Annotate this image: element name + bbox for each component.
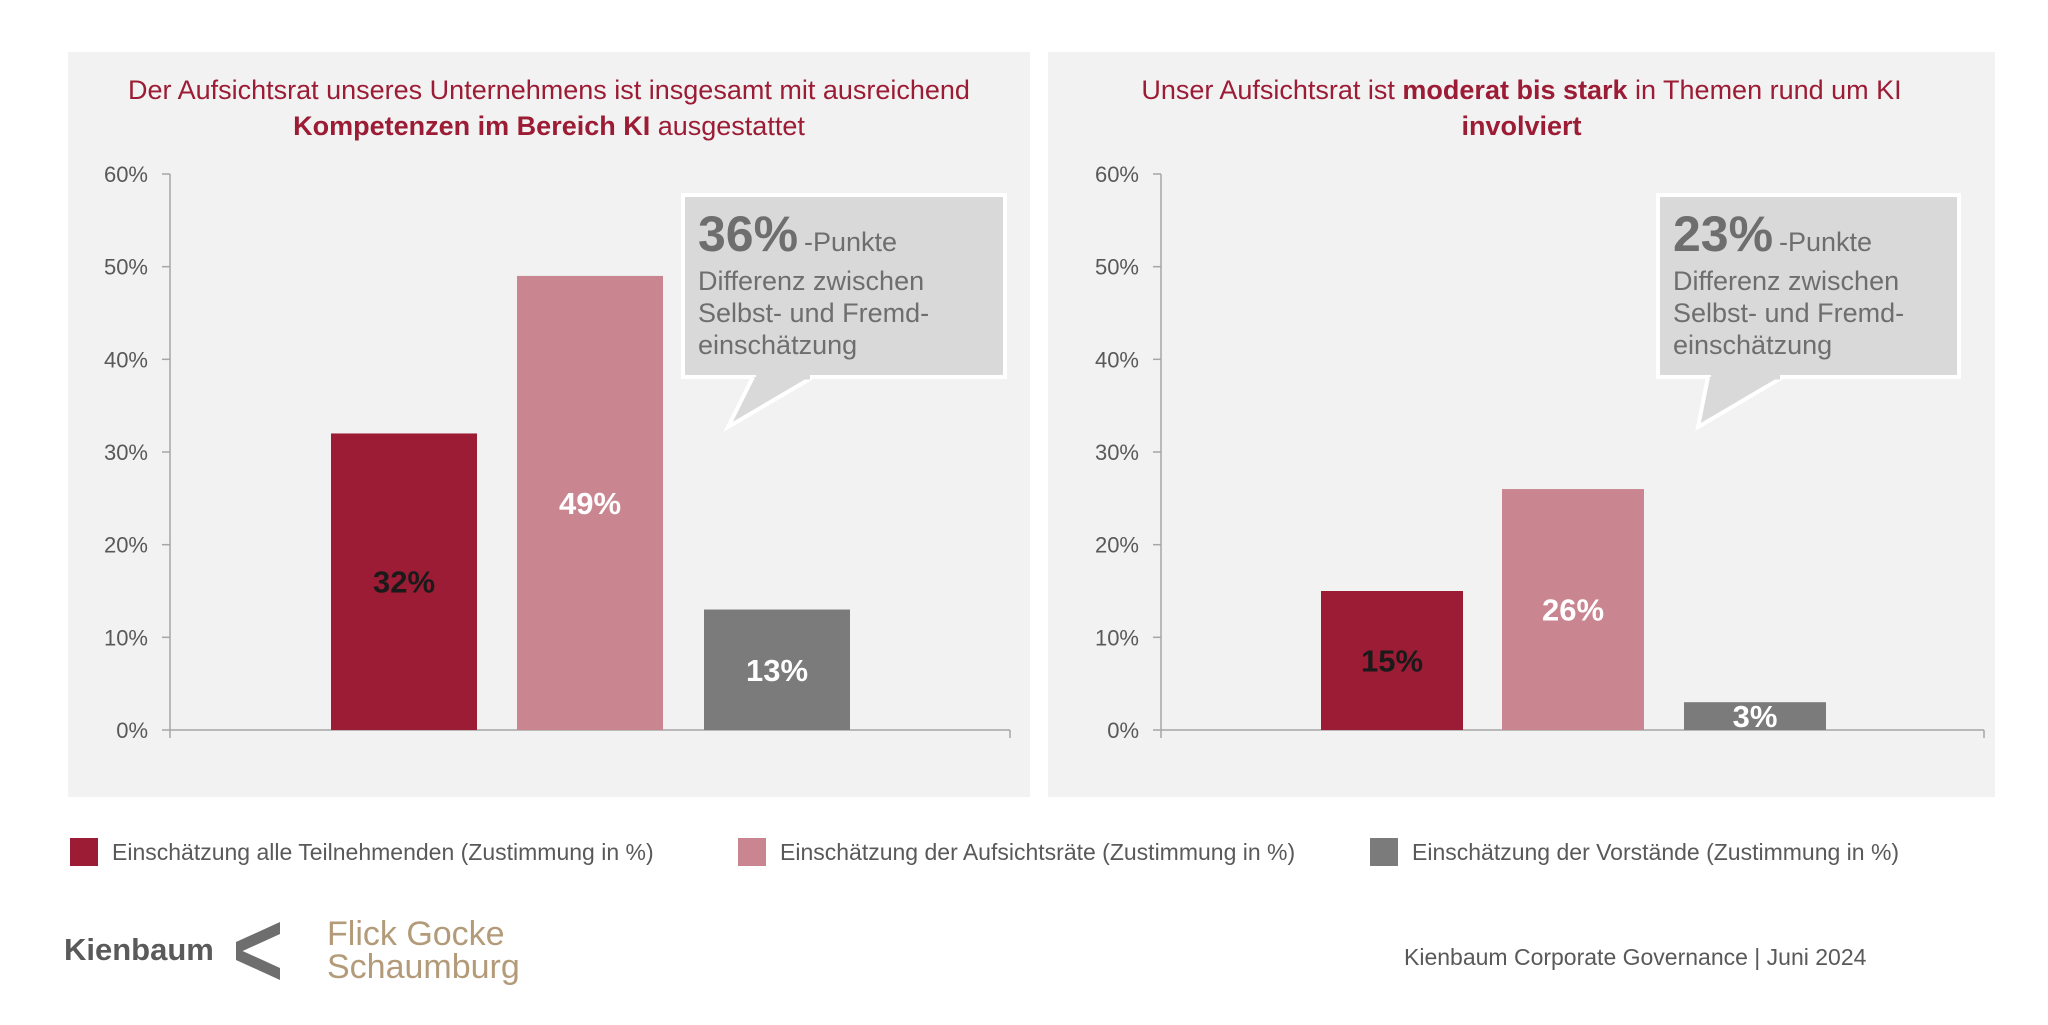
- title-segment: Unser Aufsichtsrat ist: [1141, 75, 1403, 105]
- title-segment: ausgestattet: [650, 111, 805, 141]
- y-tick-label: 60%: [104, 162, 148, 187]
- chart-panel-left: Der Aufsichtsrat unseres Unternehmens is…: [68, 52, 1030, 797]
- legend-label-all: Einschätzung alle Teilnehmenden (Zustimm…: [112, 838, 654, 865]
- callout-box: [681, 193, 1007, 379]
- legend-item-vorstaende: Einschätzung der Vorstände (Zustimmung i…: [1370, 838, 1899, 866]
- y-tick-label: 0%: [1107, 718, 1139, 743]
- bar: [1684, 702, 1826, 730]
- kienbaum-logo-mark-icon: [236, 922, 280, 980]
- y-tick-label: 20%: [104, 533, 148, 558]
- kienbaum-logo-text: Kienbaum: [64, 932, 214, 967]
- y-tick-label: 50%: [104, 255, 148, 280]
- y-tick-label: 50%: [1095, 255, 1139, 280]
- callout-text-line: Differenz zwischen: [1673, 266, 1899, 296]
- callout-text-line: einschätzung: [698, 330, 857, 360]
- bar-value-label: 3%: [1733, 699, 1778, 734]
- legend-item-aufsichtsraete: Einschätzung der Aufsichtsräte (Zustimmu…: [738, 838, 1295, 866]
- legend-swatch-aufsichtsraete: [738, 838, 766, 866]
- y-tick-label: 20%: [1095, 533, 1139, 558]
- bar-value-label: 15%: [1361, 644, 1423, 679]
- callout-tail-outline: [723, 375, 815, 433]
- fgs-logo-line1: Flick Gocke: [327, 915, 505, 953]
- y-tick-label: 10%: [1095, 625, 1139, 650]
- callout-text-line: Selbst- und Fremd-: [1673, 298, 1904, 328]
- bar: [1321, 591, 1463, 730]
- title-segment: Der Aufsichtsrat unseres Unternehmens is…: [128, 75, 970, 105]
- callout-text-line: Differenz zwischen: [698, 266, 924, 296]
- callout-difference-value: 23%: [1673, 206, 1773, 262]
- callout-box: [1656, 193, 1961, 379]
- callout-difference-unit: -Punkte: [1779, 227, 1872, 257]
- legend: Einschätzung alle Teilnehmenden (Zustimm…: [70, 838, 2000, 874]
- legend-item-all: Einschätzung alle Teilnehmenden (Zustimm…: [70, 838, 654, 866]
- title-segment: involviert: [1461, 111, 1582, 141]
- title-segment: moderat bis stark: [1402, 75, 1628, 105]
- legend-swatch-vorstaende: [1370, 838, 1398, 866]
- callout-difference-unit: -Punkte: [804, 227, 897, 257]
- legend-label-aufsichtsraete: Einschätzung der Aufsichtsräte (Zustimmu…: [780, 838, 1296, 865]
- chart-title-right: Unser Aufsichtsrat ist moderat bis stark…: [1088, 72, 1955, 144]
- bar: [331, 433, 477, 730]
- chart-title-left: Der Aufsichtsrat unseres Unternehmens is…: [108, 72, 990, 144]
- bar-value-label: 49%: [559, 486, 621, 521]
- y-tick-label: 30%: [1095, 440, 1139, 465]
- y-tick-label: 60%: [1095, 162, 1139, 187]
- title-segment: in Themen rund um KI: [1627, 75, 1902, 105]
- y-tick-label: 30%: [104, 440, 148, 465]
- title-segment: Kompetenzen im Bereich KI: [293, 111, 651, 141]
- bar: [704, 609, 850, 730]
- bar-chart-left: 0% 10% 20% 30% 40% 50% 60% 32% 49% 13% 36% -Punkte D…: [104, 162, 1011, 743]
- flick-gocke-schaumburg-logo: Flick Gocke Schaumburg: [327, 915, 520, 986]
- fgs-logo-line2: Schaumburg: [327, 948, 520, 986]
- bar-value-label: 26%: [1542, 593, 1604, 628]
- y-tick-label: 10%: [104, 625, 148, 650]
- bar-chart-right: 0% 10% 20% 30% 40% 50% 60% 15% 26% 3% 23% -Punkte Di…: [1095, 162, 1985, 743]
- bar-value-label: 32%: [373, 565, 435, 600]
- bar: [1502, 489, 1644, 730]
- y-tick-label: 40%: [104, 347, 148, 372]
- source-note: Kienbaum Corporate Governance | Juni 202…: [1404, 944, 1867, 970]
- legend-label-vorstaende: Einschätzung der Vorstände (Zustimmung i…: [1412, 838, 1900, 865]
- legend-swatch-all: [70, 838, 98, 866]
- bar-value-label: 13%: [746, 653, 808, 688]
- chart-panel-right: Unser Aufsichtsrat ist moderat bis stark…: [1048, 52, 1995, 797]
- callout-difference-value: 36%: [698, 206, 798, 262]
- callout-text-line: einschätzung: [1673, 330, 1832, 360]
- y-tick-label: 0%: [116, 718, 148, 743]
- callout-tail-outline: [1695, 375, 1785, 431]
- callout-text-line: Selbst- und Fremd-: [698, 298, 929, 328]
- y-tick-label: 40%: [1095, 347, 1139, 372]
- bar: [517, 275, 663, 730]
